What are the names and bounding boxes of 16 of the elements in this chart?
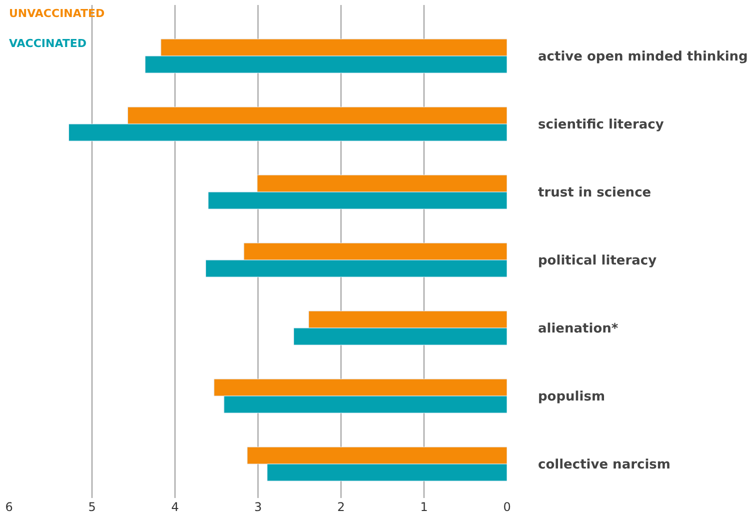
x-tick-label: 5: [88, 500, 96, 514]
y-tick-label: populism: [538, 390, 605, 405]
y-tick-label: collective narcism: [538, 458, 670, 473]
x-tick-label: 0: [503, 500, 511, 514]
y-tick-label: political literacy: [538, 254, 658, 269]
x-tick-label: 6: [5, 500, 13, 514]
text: UNVACCINATED: [9, 7, 105, 20]
text: VACCINATED: [9, 37, 87, 50]
x-tick-label: 3: [254, 500, 262, 514]
y-tick-label: alienation*: [538, 322, 618, 337]
x-tick-label: 2: [337, 500, 345, 514]
y-tick-label: scientific literacy: [538, 118, 664, 133]
x-tick-label: 4: [171, 500, 179, 514]
y-tick-label: trust in science: [538, 186, 652, 201]
x-tick-label: 1: [420, 500, 428, 514]
y-tick-label: active open minded thinking: [538, 50, 748, 65]
